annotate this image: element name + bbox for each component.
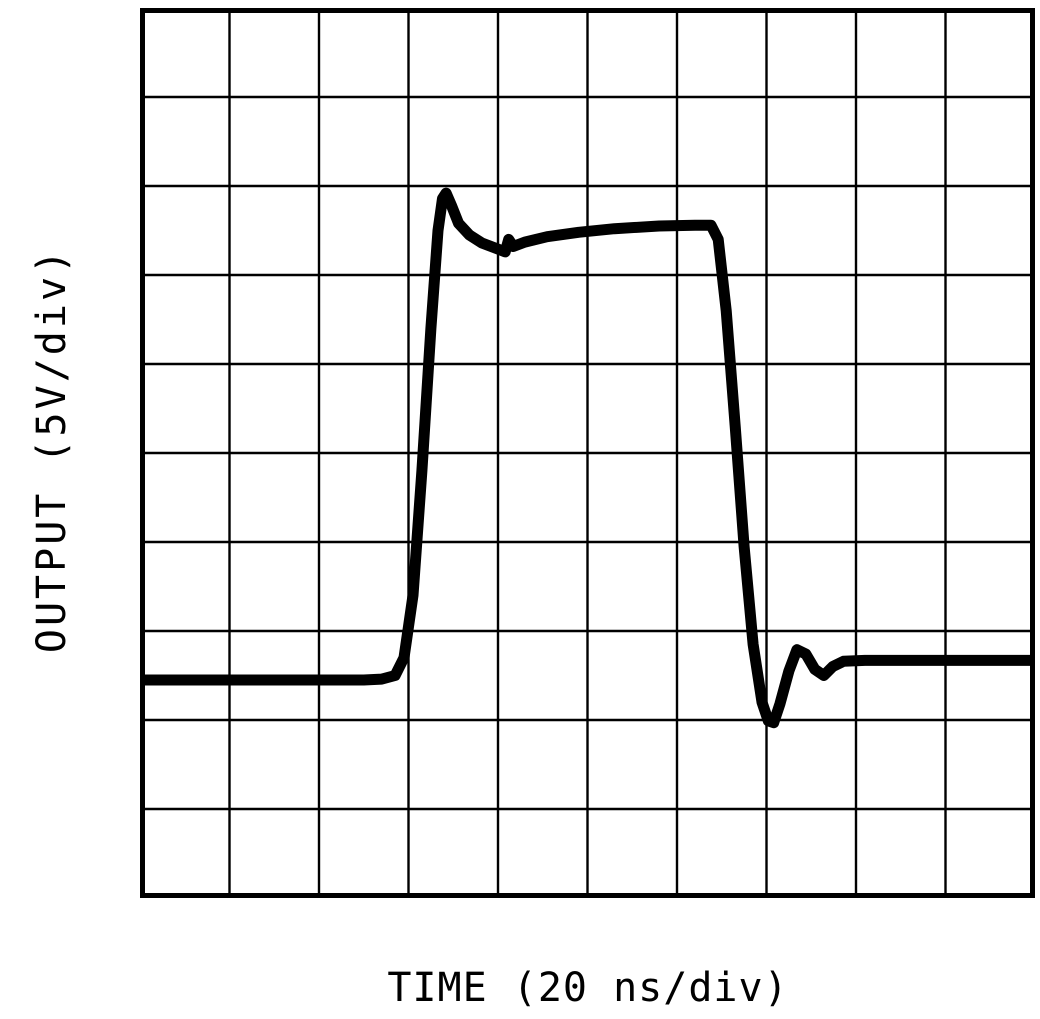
y-axis-label: OUTPUT (5V/div) <box>29 246 75 654</box>
plot-border <box>140 8 1035 898</box>
plot-area <box>140 8 1035 898</box>
waveform-trace <box>140 187 1035 729</box>
waveform-plot-svg <box>140 8 1035 898</box>
x-axis-label: TIME (20 ns/div) <box>387 965 789 1011</box>
